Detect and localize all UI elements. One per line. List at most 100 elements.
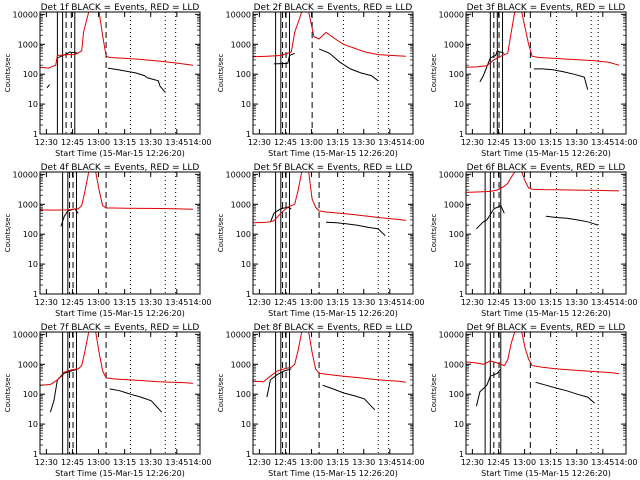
x-tick-label: 13:30 bbox=[139, 298, 162, 307]
x-tick-label: 12:30 bbox=[248, 298, 271, 307]
x-axis-label: Start Time (15-Mar-15 12:26:20) bbox=[55, 309, 185, 318]
x-tick-label: 12:30 bbox=[35, 458, 58, 467]
chart-panel-5: Det 5f BLACK = Events, RED = LLD Counts/s… bbox=[217, 163, 425, 318]
x-tick-label: 13:15 bbox=[326, 298, 349, 307]
x-tick-label: 13:00 bbox=[300, 138, 323, 147]
series-line-events bbox=[49, 368, 79, 413]
series-line-events bbox=[266, 368, 292, 398]
plot-frame bbox=[465, 11, 627, 135]
y-tick-label: 10 bbox=[241, 260, 251, 269]
x-axis-label: Start Time (15-Mar-15 12:26:20) bbox=[55, 469, 185, 478]
x-tick-label: 12:45 bbox=[487, 298, 510, 307]
plot-frame bbox=[252, 171, 414, 295]
plot-frame bbox=[252, 331, 414, 455]
x-tick-label: 13:00 bbox=[513, 298, 536, 307]
x-tick-label: 14:00 bbox=[401, 458, 424, 467]
x-tick-label: 12:30 bbox=[461, 138, 484, 147]
y-tick-label: 10000 bbox=[439, 10, 464, 19]
chart-panel-7: Det 7f BLACK = Events, RED = LLD Counts/s… bbox=[4, 323, 212, 478]
series-line-events bbox=[107, 67, 166, 93]
y-tick-label: 1000 bbox=[444, 360, 464, 369]
chart-title: Det 2f BLACK = Events, RED = LLD bbox=[254, 3, 413, 13]
plot-frame bbox=[39, 11, 201, 135]
chart-panel-9: Det 9f BLACK = Events, RED = LLD Counts/s… bbox=[430, 323, 638, 478]
series-line-events bbox=[325, 221, 386, 236]
y-axis-label: Counts/sec bbox=[430, 374, 438, 413]
y-tick-label: 1 bbox=[33, 130, 38, 139]
x-tick-label: 14:00 bbox=[614, 138, 637, 147]
x-tick-label: 13:30 bbox=[139, 458, 162, 467]
x-tick-label: 13:15 bbox=[113, 138, 136, 147]
y-tick-label: 1 bbox=[459, 290, 464, 299]
y-tick-label: 10 bbox=[454, 260, 464, 269]
plot-frame bbox=[39, 171, 201, 295]
x-tick-label: 12:30 bbox=[461, 298, 484, 307]
x-tick-label: 13:00 bbox=[300, 298, 323, 307]
plot-frame bbox=[465, 331, 627, 455]
x-tick-label: 13:45 bbox=[378, 298, 401, 307]
y-tick-label: 1 bbox=[246, 290, 251, 299]
y-axis-label: Counts/sec bbox=[430, 214, 438, 253]
series-line-events bbox=[476, 204, 505, 230]
x-tick-label: 13:30 bbox=[352, 458, 375, 467]
series-line-events bbox=[57, 51, 79, 59]
series-line-lld bbox=[465, 171, 620, 193]
x-tick-label: 14:00 bbox=[188, 458, 211, 467]
x-tick-label: 13:15 bbox=[539, 138, 562, 147]
x-tick-label: 12:45 bbox=[274, 138, 297, 147]
y-axis-label: Counts/sec bbox=[4, 374, 12, 413]
y-tick-label: 100 bbox=[449, 70, 464, 79]
x-tick-label: 13:30 bbox=[565, 138, 588, 147]
y-tick-label: 10000 bbox=[439, 330, 464, 339]
x-tick-label: 13:30 bbox=[352, 298, 375, 307]
y-tick-label: 1 bbox=[33, 290, 38, 299]
x-tick-label: 12:45 bbox=[274, 458, 297, 467]
series-line-events bbox=[545, 215, 599, 226]
series-line-events bbox=[535, 381, 596, 404]
series-line-events bbox=[46, 84, 50, 89]
y-tick-label: 10 bbox=[28, 420, 38, 429]
x-tick-label: 13:15 bbox=[539, 458, 562, 467]
x-tick-label: 13:15 bbox=[539, 298, 562, 307]
y-tick-label: 1000 bbox=[231, 360, 251, 369]
y-tick-label: 10 bbox=[241, 420, 251, 429]
chart-panel-6: Det 6f BLACK = Events, RED = LLD Counts/s… bbox=[430, 163, 638, 318]
series-line-events bbox=[533, 68, 589, 90]
x-tick-label: 14:00 bbox=[401, 138, 424, 147]
y-tick-label: 10000 bbox=[226, 170, 251, 179]
series-line-lld bbox=[465, 11, 620, 68]
chart-title: Det 3f BLACK = Events, RED = LLD bbox=[467, 3, 626, 13]
x-tick-label: 13:45 bbox=[165, 298, 188, 307]
x-axis-label: Start Time (15-Mar-15 12:26:20) bbox=[481, 149, 611, 158]
chart-panel-8: Det 8f BLACK = Events, RED = LLD Counts/s… bbox=[217, 323, 425, 478]
x-tick-label: 13:45 bbox=[591, 138, 614, 147]
y-tick-label: 1000 bbox=[18, 360, 38, 369]
x-tick-label: 13:15 bbox=[113, 298, 136, 307]
x-axis-label: Start Time (15-Mar-15 12:26:20) bbox=[268, 469, 398, 478]
plot-frame bbox=[465, 171, 627, 295]
y-axis-label: Counts/sec bbox=[4, 214, 12, 253]
x-tick-label: 13:30 bbox=[139, 138, 162, 147]
y-tick-label: 1000 bbox=[444, 200, 464, 209]
chart-title: Det 7f BLACK = Events, RED = LLD bbox=[41, 323, 200, 333]
chart-panel-3: Det 3f BLACK = Events, RED = LLD Counts/s… bbox=[430, 3, 638, 158]
x-tick-label: 14:00 bbox=[188, 138, 211, 147]
series-line-events bbox=[109, 388, 163, 413]
y-tick-label: 100 bbox=[23, 230, 38, 239]
y-tick-label: 1 bbox=[459, 450, 464, 459]
y-tick-label: 100 bbox=[236, 70, 251, 79]
chart-title: Det 8f BLACK = Events, RED = LLD bbox=[254, 323, 413, 333]
y-tick-label: 10000 bbox=[226, 10, 251, 19]
series-line-events bbox=[318, 48, 379, 82]
x-tick-label: 13:45 bbox=[591, 298, 614, 307]
y-tick-label: 10 bbox=[241, 100, 251, 109]
y-axis-label: Counts/sec bbox=[217, 54, 225, 93]
x-tick-label: 12:45 bbox=[487, 138, 510, 147]
x-tick-label: 13:30 bbox=[352, 138, 375, 147]
x-tick-label: 13:45 bbox=[165, 458, 188, 467]
x-tick-label: 12:45 bbox=[487, 458, 510, 467]
series-line-lld bbox=[252, 331, 407, 383]
series-line-lld bbox=[252, 11, 407, 58]
y-tick-label: 100 bbox=[449, 230, 464, 239]
